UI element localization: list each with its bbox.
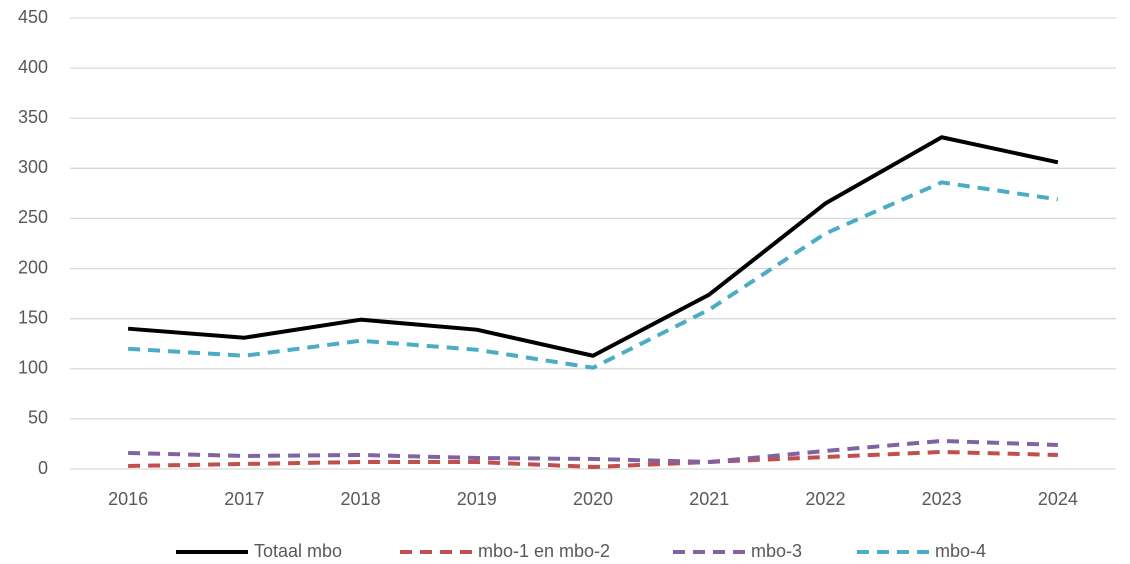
y-tick-label: 100: [18, 358, 48, 378]
y-tick-label: 50: [28, 408, 48, 428]
series-line: [127, 180, 1059, 370]
x-tick-label: 2022: [805, 489, 845, 509]
y-tick-label: 450: [18, 7, 48, 27]
legend-label: Totaal mbo: [254, 541, 342, 561]
y-tick-label: 200: [18, 257, 48, 277]
series-line: [128, 449, 1058, 469]
y-tick-label: 0: [38, 458, 48, 478]
y-tick-label: 400: [18, 57, 48, 77]
x-tick-label: 2023: [922, 489, 962, 509]
x-tick-label: 2016: [108, 489, 148, 509]
x-tick-label: 2019: [457, 489, 497, 509]
y-tick-label: 350: [18, 107, 48, 127]
y-tick-label: 300: [18, 157, 48, 177]
x-tick-label: 2018: [341, 489, 381, 509]
legend-label: mbo-1 en mbo-2: [478, 541, 610, 561]
x-tick-label: 2024: [1038, 489, 1078, 509]
series-line: [127, 135, 1059, 358]
x-tick-label: 2020: [573, 489, 613, 509]
series-line: [128, 438, 1058, 464]
x-tick-label: 2017: [224, 489, 264, 509]
x-tick-label: 2021: [689, 489, 729, 509]
legend-label: mbo-3: [751, 541, 802, 561]
y-tick-label: 250: [18, 207, 48, 227]
legend-label: mbo-4: [935, 541, 986, 561]
y-tick-label: 150: [18, 307, 48, 327]
